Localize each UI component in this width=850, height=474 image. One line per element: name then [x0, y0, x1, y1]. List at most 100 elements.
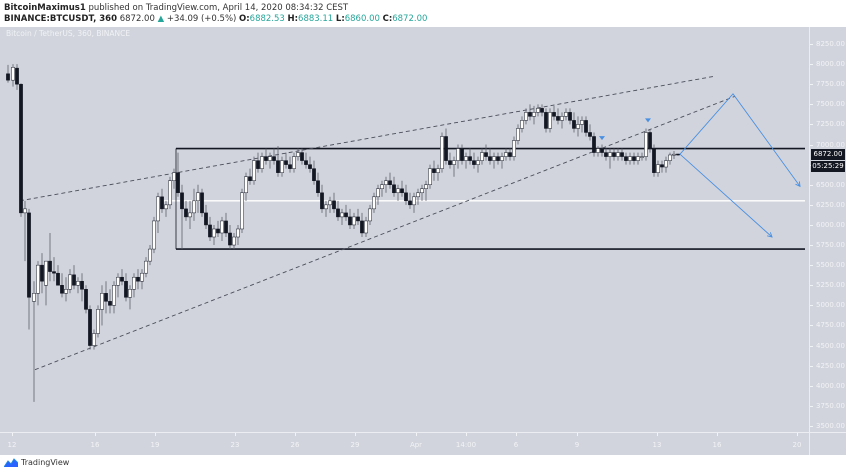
bull-candle	[148, 248, 152, 262]
time-tick	[657, 433, 658, 436]
price-label: 5250.00	[816, 281, 845, 290]
bull-candle	[384, 180, 388, 185]
bull-candle	[500, 156, 504, 161]
bull-candle	[504, 152, 508, 157]
price-label: 4500.00	[816, 341, 845, 350]
bear-candle	[72, 274, 76, 286]
price-tick	[810, 224, 813, 226]
bear-candle	[604, 152, 608, 157]
last-price-text: 6872.00	[119, 14, 155, 24]
bear-candle	[652, 148, 656, 173]
bear-candle	[312, 168, 316, 181]
symbol-label: BINANCE:BTCUSDT, 360	[4, 14, 118, 24]
bear-candle	[284, 160, 288, 165]
bull-candle	[644, 132, 648, 157]
bull-candle	[156, 196, 160, 222]
bull-candle	[268, 156, 272, 161]
bear-candle	[272, 156, 276, 161]
bear-candle	[400, 188, 404, 194]
bull-candle	[380, 184, 384, 190]
bear-candle	[316, 180, 320, 194]
arrowhead-icon	[795, 181, 801, 188]
price-tick	[810, 305, 813, 307]
bull-candle	[560, 116, 564, 121]
bear-candle	[448, 160, 452, 165]
bear-candle	[200, 192, 204, 214]
bear-candle	[404, 192, 408, 202]
price-label: 4000.00	[816, 381, 845, 390]
bull-candle	[328, 200, 332, 206]
price-label: 8000.00	[816, 60, 845, 69]
price-tick	[810, 84, 813, 86]
time-tick	[466, 433, 467, 436]
time-axis[interactable]: 12 16 19 23 26 29 Apr 14:00 6 9 13 16 20	[0, 432, 809, 455]
price-label: 5500.00	[816, 261, 845, 270]
price-label: 5750.00	[816, 241, 845, 250]
time-label: 26	[290, 441, 300, 449]
bear-candle	[248, 176, 252, 181]
bear-candle	[584, 120, 588, 133]
candlestick-plot[interactable]	[0, 27, 809, 432]
bar-countdown-badge: 05:25:29	[811, 160, 845, 172]
bull-candle	[112, 285, 116, 306]
chart-pane[interactable]: Bitcoin / TetherUS, 360, BINANCE	[0, 27, 809, 432]
price-label: 7750.00	[816, 80, 845, 89]
bear-candle	[108, 301, 112, 306]
author-name[interactable]: BitcoinMaximus1	[4, 3, 86, 13]
bull-candle	[188, 212, 192, 218]
bull-candle	[512, 140, 516, 157]
bull-candle	[548, 112, 552, 129]
bear-candle	[660, 164, 664, 168]
trendline-dashed	[34, 95, 736, 371]
bull-candle	[464, 156, 468, 161]
bear-candle	[552, 112, 556, 117]
price-label: 6250.00	[816, 200, 845, 209]
bull-candle	[580, 120, 584, 125]
bear-candle	[344, 212, 348, 218]
bear-candle	[624, 156, 628, 161]
bull-candle	[116, 276, 120, 286]
bear-candle	[388, 180, 392, 185]
bull-candle	[536, 108, 540, 113]
high-value: 6883.11	[298, 14, 334, 24]
bear-candle	[84, 289, 88, 310]
bull-candle	[672, 153, 676, 156]
bull-candle	[636, 156, 640, 161]
bull-candle	[340, 212, 344, 218]
bear-candle	[648, 132, 652, 149]
price-label: 6000.00	[816, 220, 845, 229]
low-value: 6860.00	[344, 14, 380, 24]
price-tick	[810, 325, 813, 327]
bull-candle	[132, 276, 136, 290]
time-label: 6	[513, 441, 519, 449]
time-tick	[797, 433, 798, 436]
bear-candle	[124, 280, 128, 298]
bear-candle	[496, 156, 500, 161]
price-label: 3750.00	[816, 401, 845, 410]
price-label: 4250.00	[816, 361, 845, 370]
price-axis[interactable]: 8250.00 8000.00 7750.00 7500.00 7250.00 7000.…	[809, 27, 846, 432]
bull-candle	[152, 220, 156, 250]
bull-candle	[244, 176, 248, 194]
bull-candle	[212, 228, 216, 238]
bear-candle	[216, 228, 220, 234]
bear-candle	[27, 212, 31, 298]
bear-candle	[120, 276, 124, 282]
bear-candle	[356, 216, 360, 222]
bear-candle	[568, 112, 572, 121]
price-label: 7250.00	[816, 120, 845, 129]
bull-candle	[144, 260, 148, 274]
bull-candle	[280, 160, 284, 173]
bull-candle	[420, 188, 424, 194]
bear-candle	[104, 293, 108, 302]
bull-candle	[576, 124, 580, 129]
bull-candle	[376, 188, 380, 198]
time-tick	[355, 433, 356, 436]
bear-candle	[432, 168, 436, 173]
bull-candle	[664, 160, 668, 168]
bull-candle	[364, 220, 368, 234]
time-tick	[717, 433, 718, 436]
bull-candle	[36, 264, 40, 294]
bull-candle	[100, 293, 104, 310]
open-label: O:	[239, 14, 250, 24]
